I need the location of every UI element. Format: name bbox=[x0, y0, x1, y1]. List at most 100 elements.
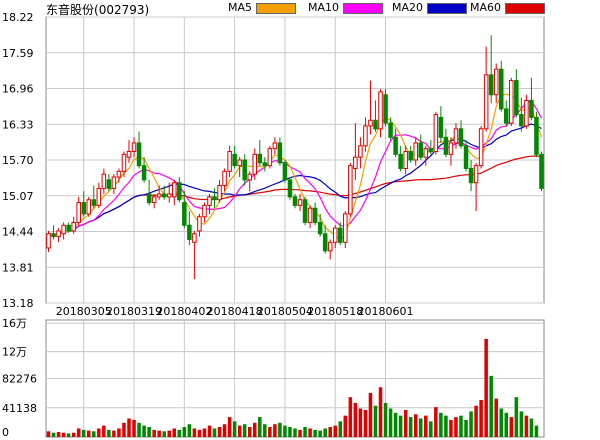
volume-bar bbox=[484, 338, 488, 437]
candle-body bbox=[51, 233, 56, 238]
price-tick-label: 17.59 bbox=[2, 47, 34, 60]
volume-bar bbox=[283, 425, 287, 437]
candle-body bbox=[509, 80, 514, 124]
candle-body bbox=[282, 162, 288, 181]
candle-body bbox=[473, 165, 479, 184]
legend-ma10-label: MA10 bbox=[308, 1, 340, 14]
volume-tick-label: 0 bbox=[2, 426, 9, 439]
volume-bar bbox=[464, 419, 468, 437]
candle-body bbox=[317, 221, 323, 235]
price-tick-label: 13.81 bbox=[2, 261, 34, 274]
volume-bar bbox=[469, 411, 473, 437]
candle-body bbox=[348, 165, 353, 215]
volume-bar bbox=[76, 428, 81, 437]
legend-ma5-swatch bbox=[256, 3, 296, 14]
volume-bar bbox=[519, 411, 524, 437]
volume-bar bbox=[338, 421, 343, 437]
volume-bar bbox=[252, 422, 257, 437]
candle-body bbox=[433, 114, 439, 152]
volume-bar bbox=[268, 427, 272, 437]
volume-bar bbox=[343, 415, 348, 437]
candle-body bbox=[227, 150, 232, 172]
candle-body bbox=[161, 193, 167, 198]
volume-bar bbox=[509, 417, 514, 437]
volume-bar bbox=[61, 432, 66, 437]
volume-tick-label: 41138 bbox=[2, 402, 37, 415]
volume-bar bbox=[398, 415, 403, 437]
candle-body bbox=[156, 193, 162, 198]
volume-bar bbox=[368, 392, 373, 437]
candle-body bbox=[458, 128, 464, 147]
candle-body bbox=[242, 159, 247, 181]
candle-body bbox=[56, 230, 61, 238]
volume-bar bbox=[288, 427, 292, 437]
volume-bar bbox=[127, 418, 131, 437]
volume-bar bbox=[303, 427, 307, 437]
volume-bar bbox=[293, 428, 297, 437]
date-tick-label: 20180601 bbox=[358, 305, 414, 318]
volume-bar bbox=[86, 430, 91, 437]
candle-body bbox=[438, 116, 444, 138]
candle-body bbox=[91, 199, 97, 206]
volume-bar bbox=[132, 419, 136, 437]
volume-bar bbox=[434, 407, 438, 437]
candle-body bbox=[61, 224, 66, 235]
volume-bar bbox=[187, 424, 192, 437]
candle-body bbox=[378, 91, 383, 130]
candle-body bbox=[498, 68, 504, 110]
candle-body bbox=[322, 233, 328, 252]
candle-body bbox=[277, 142, 283, 164]
volume-bar bbox=[237, 425, 242, 437]
candle-body bbox=[267, 148, 273, 167]
candle-body bbox=[81, 202, 86, 215]
volume-bar bbox=[413, 414, 418, 437]
candle-body bbox=[519, 114, 524, 127]
volume-bar bbox=[388, 408, 393, 437]
candle-body bbox=[488, 74, 494, 96]
candle-body bbox=[539, 153, 544, 189]
candle-body bbox=[408, 150, 413, 161]
volume-bar bbox=[529, 418, 534, 437]
price-tick-label: 15.07 bbox=[2, 190, 34, 203]
volume-bar bbox=[494, 398, 498, 437]
volume-bar bbox=[323, 428, 327, 437]
volume-bar bbox=[408, 417, 413, 437]
candle-body bbox=[96, 187, 102, 206]
volume-bar bbox=[534, 425, 539, 437]
legend-ma20-swatch bbox=[427, 3, 467, 14]
volume-bar bbox=[167, 430, 172, 437]
price-tick-label: 16.33 bbox=[2, 118, 34, 131]
candle-body bbox=[514, 80, 519, 116]
volume-bar bbox=[172, 428, 177, 437]
volume-tick-label: 16万 bbox=[2, 317, 27, 330]
price-tick-label: 15.70 bbox=[2, 154, 34, 167]
volume-bar bbox=[51, 432, 56, 437]
candle-body bbox=[443, 136, 449, 155]
candle-body bbox=[86, 199, 92, 215]
stock-name: 东音股份 bbox=[46, 3, 95, 17]
volume-bar bbox=[182, 427, 187, 437]
candle-body bbox=[534, 116, 539, 155]
candle-body bbox=[217, 185, 222, 201]
candle-body bbox=[393, 136, 398, 155]
candle-body bbox=[71, 221, 76, 232]
volume-bar bbox=[429, 421, 433, 437]
volume-bar bbox=[247, 427, 252, 437]
candle-body bbox=[358, 145, 363, 158]
date-tick-label: 20180402 bbox=[156, 305, 212, 318]
volume-bar bbox=[514, 397, 519, 437]
candle-body bbox=[202, 204, 207, 218]
volume-bar bbox=[227, 417, 232, 437]
candle-body bbox=[116, 170, 122, 178]
volume-bar bbox=[358, 408, 363, 437]
volume-bar bbox=[117, 428, 121, 437]
volume-bar bbox=[278, 422, 282, 437]
candle-body bbox=[423, 148, 429, 158]
candle-body bbox=[312, 207, 318, 223]
volume-bar bbox=[46, 431, 51, 437]
date-tick-label: 20180305 bbox=[56, 305, 112, 318]
candle-body bbox=[177, 182, 182, 201]
candle-body bbox=[237, 159, 242, 167]
volume-bar bbox=[197, 429, 202, 437]
